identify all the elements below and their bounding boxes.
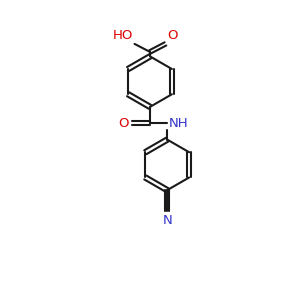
Text: HO: HO (113, 29, 133, 42)
Text: O: O (118, 117, 129, 130)
Text: O: O (167, 29, 177, 42)
Text: NH: NH (169, 117, 188, 130)
Text: N: N (162, 214, 172, 227)
